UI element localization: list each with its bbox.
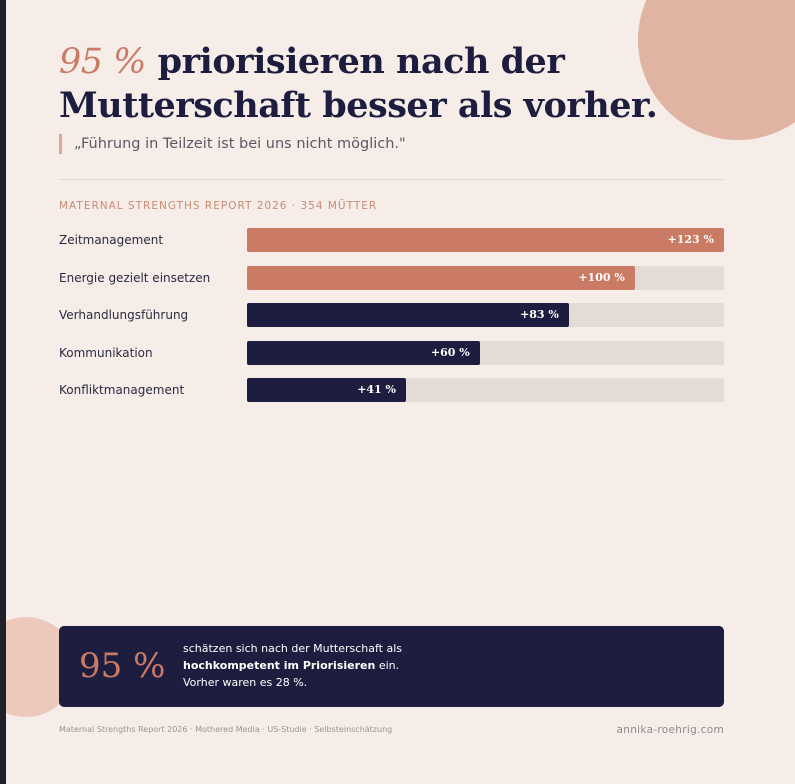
stat-line2-rest: ein. [375, 659, 400, 672]
bar [247, 303, 569, 328]
stat-number: 95 % [79, 646, 166, 686]
report-label: MATERNAL STRENGTHS REPORT 2026 · 354 MÜT… [59, 200, 378, 212]
stat-line2-bold: hochkompetent im Priorisieren [183, 659, 376, 672]
bar-value-label: +60 % [430, 345, 470, 359]
bar-value-label: +123 % [667, 233, 714, 246]
bar-value-label: +100 % [578, 270, 625, 284]
bar [247, 228, 724, 252]
bar [247, 340, 480, 365]
headline: 95 % priorisieren nach der Mutterschaft b… [59, 40, 659, 128]
bar-label: Konfliktmanagement [59, 383, 185, 398]
bar [247, 265, 635, 290]
bar [247, 378, 406, 403]
quote: „Führung in Teilzeit ist bei uns nicht m… [59, 134, 406, 154]
headline-line1: priorisieren nach der [145, 41, 565, 82]
bar-chart: Zeitmanagement +123 % Energie gezielt eins… [6, 0, 795, 784]
bar-label: Kommunikation [59, 345, 153, 360]
bar-label: Energie gezielt einsetzen [59, 270, 211, 285]
slide: 95 % priorisieren nach der Mutterschaft b… [6, 0, 795, 784]
bar-value-label: +41 % [357, 383, 396, 397]
divider [59, 179, 724, 180]
bar-label: Zeitmanagement [59, 233, 164, 247]
stat-line3: Vorher waren es 28 %. [183, 676, 308, 689]
stat-box: 95 % schätzen sich nach der Mutterschaft… [59, 626, 724, 707]
stat-text: schätzen sich nach der Mutterschaft als … [183, 640, 513, 691]
stat-line1: schätzen sich nach der Mutterschaft als [183, 642, 403, 655]
headline-line2: Mutterschaft besser als vorher. [59, 85, 658, 126]
headline-accent: 95 % [59, 42, 146, 82]
footer-source: Maternal Strengths Report 2026 · Mothere… [59, 725, 393, 734]
stat-line2: hochkompetent im Priorisieren ein. [183, 657, 513, 674]
footer-website: annika-roehrig.com [616, 724, 724, 736]
bar-label: Verhandlungsführung [59, 308, 189, 323]
bar-value-label: +83 % [520, 308, 559, 322]
